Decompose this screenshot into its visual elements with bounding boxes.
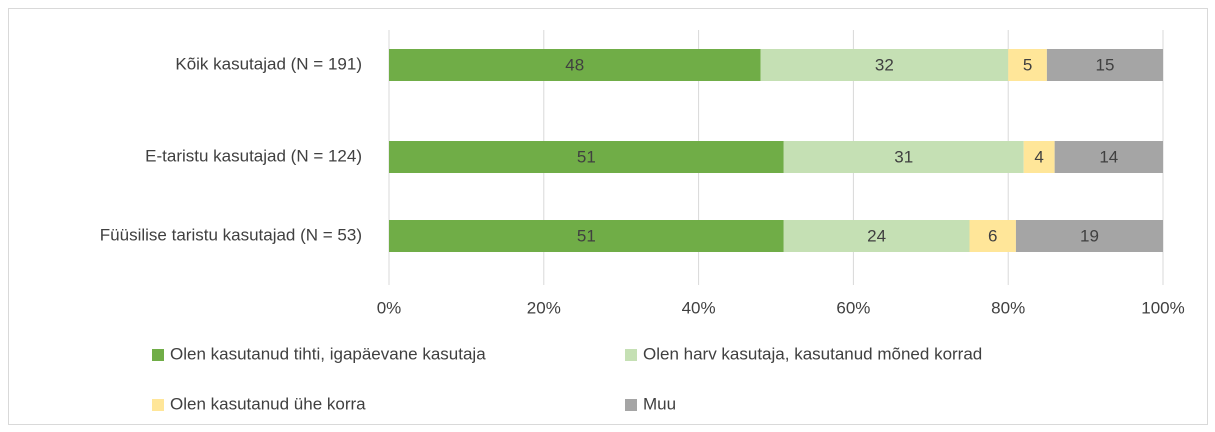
bar-segment [783,220,970,252]
bar-segment [389,220,784,252]
legend-label: Olen harv kasutaja, kasutanud mõned korr… [643,344,982,363]
data-label: 51 [577,147,596,166]
legend-swatch [625,399,637,411]
bar-segment [1008,49,1047,81]
bar-segment [1046,49,1163,81]
data-label: 51 [577,226,596,245]
legend-swatch [152,399,164,411]
data-label: 48 [565,55,584,74]
y-tick-label: Kõik kasutajad (N = 191) [175,54,362,73]
x-tick-label: 40% [682,298,716,317]
y-tick-label: Füüsilise taristu kasutajad (N = 53) [100,225,362,244]
data-label: 6 [988,226,997,245]
bar-segment [1015,220,1163,252]
legend-label: Olen kasutanud tihti, igapäevane kasutaj… [170,344,486,363]
data-label: 31 [894,147,913,166]
bar-segment [389,141,784,173]
legend-swatch [152,349,164,361]
data-label: 32 [875,55,894,74]
x-tick-label: 20% [527,298,561,317]
x-tick-label: 80% [991,298,1025,317]
bar-segment [969,220,1016,252]
data-label: 5 [1023,55,1032,74]
legend-label: Muu [643,394,676,413]
bar-segment [783,141,1024,173]
bar-segment [389,49,761,81]
x-tick-label: 100% [1141,298,1184,317]
x-tick-label: 0% [377,298,402,317]
data-label: 4 [1034,147,1043,166]
data-label: 24 [867,226,886,245]
data-label: 15 [1095,55,1114,74]
bar-segment [1023,141,1055,173]
bar-segment [760,49,1009,81]
legend-swatch [625,349,637,361]
bar-segment [1054,141,1163,173]
x-tick-label: 60% [836,298,870,317]
y-tick-label: E-taristu kasutajad (N = 124) [145,146,362,165]
legend-label: Olen kasutanud ühe korra [170,394,366,413]
data-label: 19 [1080,226,1099,245]
data-label: 14 [1099,147,1118,166]
